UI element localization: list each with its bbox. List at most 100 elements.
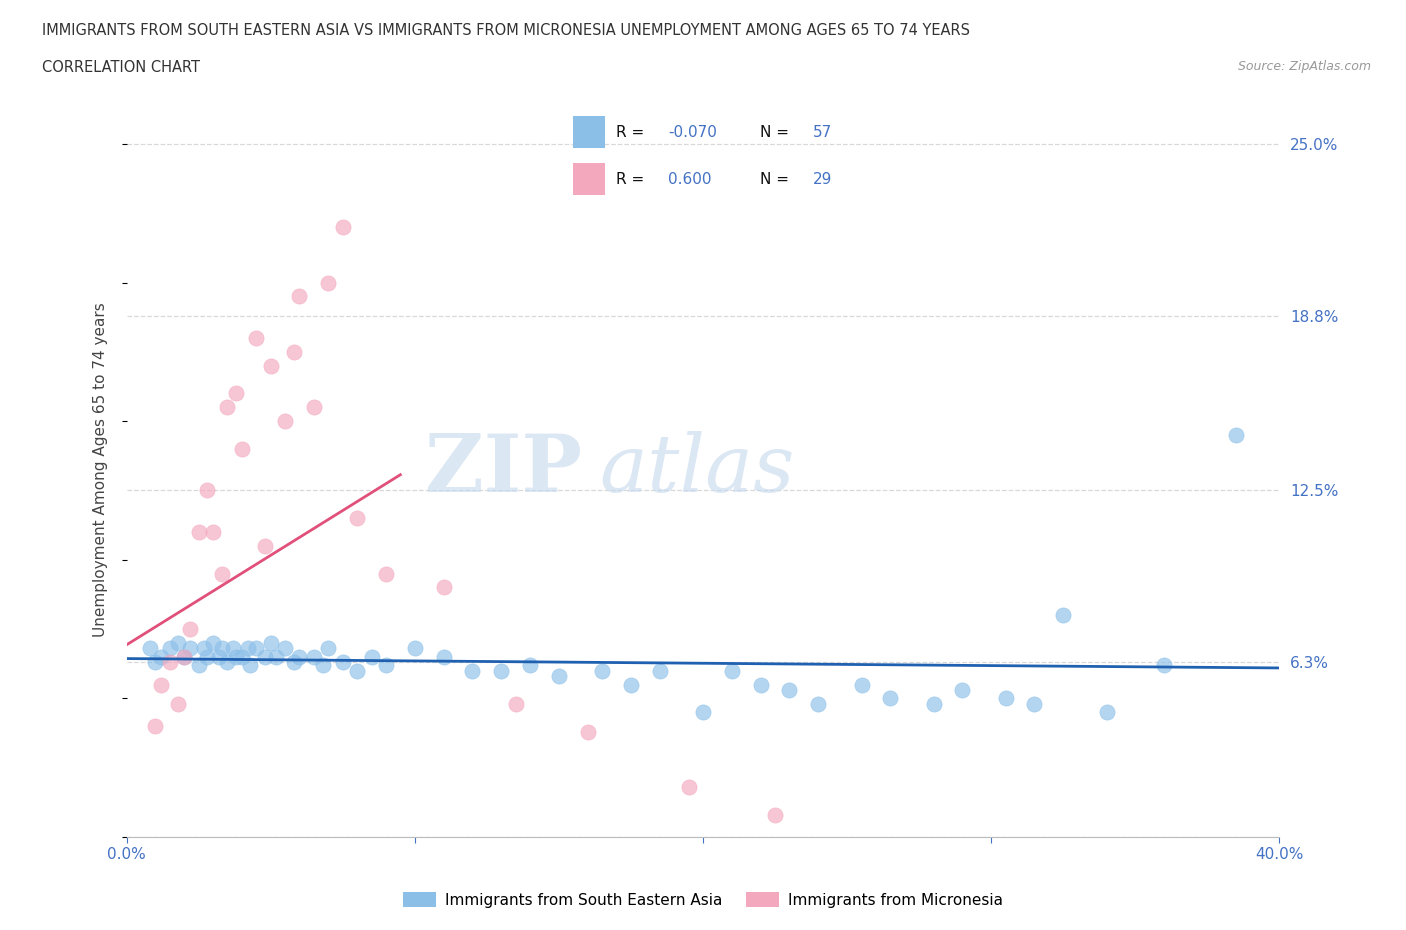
Point [576,724,599,739]
Point [217,400,239,415]
Point [193,641,215,656]
Point [807,697,830,711]
Text: atlas: atlas [599,431,794,509]
Point [1024,697,1046,711]
Point [283,344,305,359]
Point [1095,705,1118,720]
Point [288,289,311,304]
Point [519,658,541,672]
Point [1225,428,1247,443]
Point [239,658,262,672]
Point [253,538,276,553]
Point [202,635,225,650]
Point [548,669,571,684]
Point [302,649,325,664]
Point [150,677,173,692]
Point [879,691,901,706]
Point [950,683,973,698]
Point [195,649,218,664]
Text: ZIP: ZIP [425,431,582,509]
Point [187,525,209,539]
Point [187,658,209,672]
Point [167,635,190,650]
Bar [574,116,606,148]
Point [173,649,195,664]
Y-axis label: Unemployment Among Ages 65 to 74 years: Unemployment Among Ages 65 to 74 years [93,302,108,637]
Point [620,677,643,692]
Point [245,330,267,345]
Point [433,649,456,664]
Text: IMMIGRANTS FROM SOUTH EASTERN ASIA VS IMMIGRANTS FROM MICRONESIA UNEMPLOYMENT AM: IMMIGRANTS FROM SOUTH EASTERN ASIA VS IM… [42,23,970,38]
Point [692,705,714,720]
Point [404,641,426,656]
Point [360,649,382,664]
Point [259,358,281,373]
Point [678,779,700,794]
Point [179,641,201,656]
Point [274,414,297,429]
Point [173,649,195,664]
Legend: Immigrants from South Eastern Asia, Immigrants from Micronesia: Immigrants from South Eastern Asia, Immi… [396,885,1010,914]
Point [179,621,201,636]
Point [720,663,742,678]
Point [225,649,247,664]
Point [274,641,297,656]
Point [202,525,225,539]
Point [236,641,259,656]
Point [225,386,247,401]
Point [245,641,267,656]
Point [749,677,772,692]
Bar [574,164,606,195]
Point [346,511,368,525]
Point [302,400,325,415]
Point [266,649,288,664]
Point [167,697,190,711]
Text: R =: R = [616,172,650,187]
Text: CORRELATION CHART: CORRELATION CHART [42,60,200,75]
Point [288,649,311,664]
Text: N =: N = [759,172,793,187]
Point [763,807,786,822]
Point [1153,658,1175,672]
Point [259,635,281,650]
Point [222,641,245,656]
Point [211,641,233,656]
Text: 57: 57 [813,125,832,140]
Point [145,655,166,670]
Point [195,483,218,498]
Point [505,697,527,711]
Point [253,649,276,664]
Text: 29: 29 [813,172,832,187]
Point [374,658,398,672]
Point [922,697,945,711]
Point [332,219,354,234]
Text: -0.070: -0.070 [668,125,717,140]
Point [159,641,181,656]
Point [433,580,456,595]
Point [138,641,160,656]
Point [461,663,484,678]
Point [208,649,231,664]
Point [211,566,233,581]
Point [489,663,512,678]
Point [346,663,368,678]
Point [217,655,239,670]
Point [779,683,801,698]
Point [231,442,253,457]
Point [311,658,333,672]
Point [318,275,340,290]
Point [150,649,173,664]
Point [591,663,613,678]
Text: R =: R = [616,125,650,140]
Text: Source: ZipAtlas.com: Source: ZipAtlas.com [1237,60,1371,73]
Point [648,663,671,678]
Point [318,641,340,656]
Text: 0.600: 0.600 [668,172,711,187]
Text: N =: N = [759,125,793,140]
Point [332,655,354,670]
Point [1052,608,1074,623]
Point [159,655,181,670]
Point [283,655,305,670]
Point [231,649,253,664]
Point [374,566,398,581]
